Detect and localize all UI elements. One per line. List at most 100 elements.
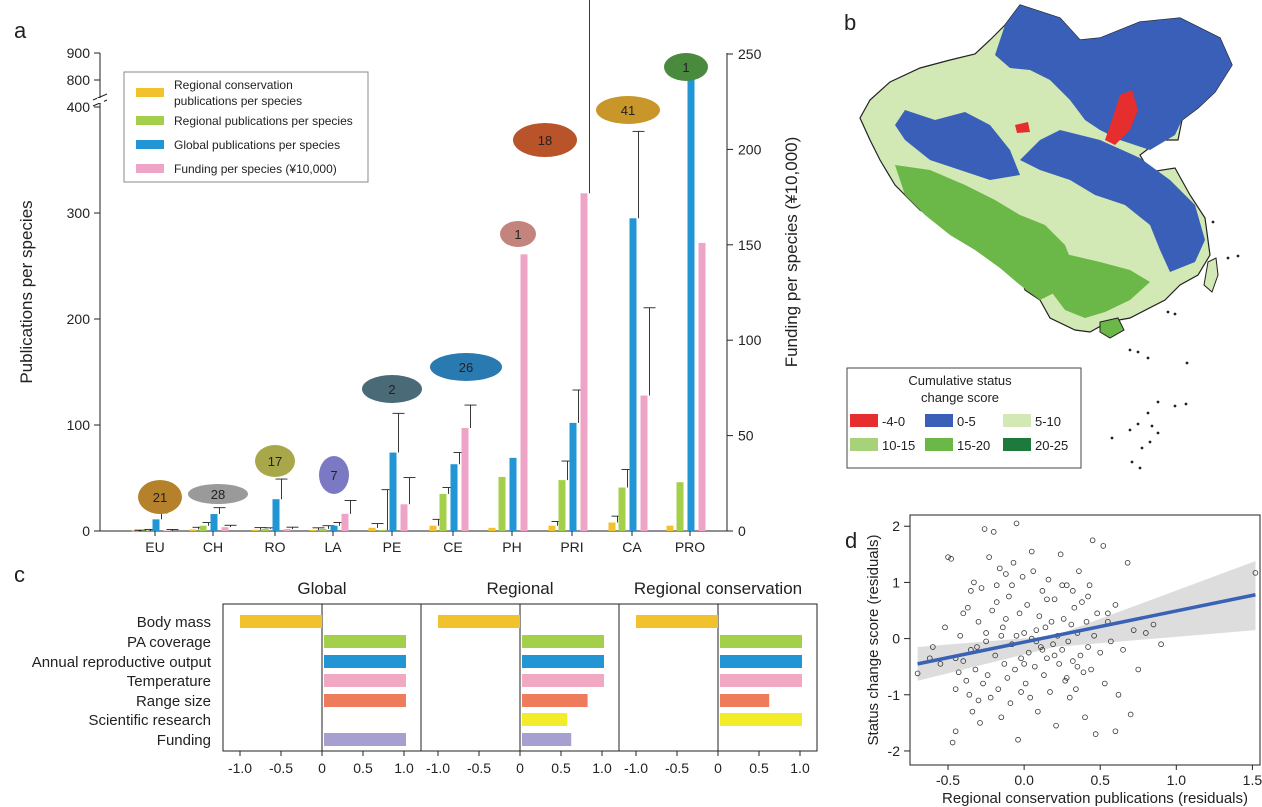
scatter-point	[983, 638, 989, 645]
map-legend-swatch-2	[1003, 414, 1031, 427]
scatter-point	[1127, 711, 1134, 718]
map-islet	[1146, 356, 1150, 360]
scatter-point	[1077, 652, 1084, 659]
bar-ro-s3	[283, 529, 291, 531]
panel-label-c: c	[14, 562, 25, 587]
bar-pri-s1	[558, 480, 566, 531]
map-islet	[1128, 348, 1132, 352]
legend-label-funding: Funding per species (¥10,000)	[174, 162, 337, 176]
animal-silhouette-ce	[430, 353, 502, 381]
scatter-point	[952, 728, 959, 735]
scatter-point	[1079, 599, 1085, 605]
right-tick-label: 0	[738, 523, 746, 539]
map-islet	[1136, 422, 1140, 426]
panel-c-x-tick-label: 0	[714, 760, 722, 776]
scatter-point	[1056, 661, 1062, 667]
scatter-point	[1130, 627, 1137, 633]
scatter-point	[1042, 624, 1049, 631]
scatter-point	[1018, 689, 1024, 695]
scatter-point	[998, 714, 1005, 721]
scatter-point	[971, 579, 977, 586]
axis-break-mark	[92, 93, 108, 101]
scatter-point	[1105, 610, 1111, 617]
scatter-point	[968, 588, 974, 594]
bar-ce-s1	[439, 493, 447, 531]
animal-silhouette-pro	[664, 53, 708, 81]
scatter-point	[1041, 672, 1047, 678]
scatter-point	[974, 644, 980, 650]
scatter-point	[995, 686, 1002, 692]
map-island-taiwan	[1203, 257, 1219, 293]
scatter-point	[945, 554, 951, 560]
scatter-point	[1080, 669, 1087, 676]
map-legend-label-5: 20-25	[1035, 438, 1068, 453]
right-tick-label: 200	[738, 141, 762, 157]
scatter-point	[1059, 582, 1065, 589]
bar-ro-s1	[261, 528, 269, 531]
scatter-point	[949, 739, 956, 746]
scatter-point	[1027, 694, 1034, 701]
right-tick-label: 150	[738, 237, 762, 253]
panel-c-row-label: Funding	[157, 732, 211, 749]
panel-a-y-label: Publications per species	[17, 200, 36, 383]
scatter-point	[1038, 644, 1044, 650]
scatter-point	[1094, 610, 1100, 617]
scatter-point	[1053, 722, 1059, 729]
scatter-point	[983, 630, 989, 636]
panel-d-x-label: Regional conservation publications (resi…	[942, 790, 1248, 807]
scatter-point	[1066, 694, 1073, 701]
map-islet	[1226, 256, 1230, 260]
scatter-point	[1124, 559, 1131, 566]
bar-ph-s2	[509, 457, 517, 531]
scatter-point	[1031, 663, 1038, 670]
panel-d-x-tick-label: 0.5	[1090, 772, 1110, 788]
panel-d-y-label: Status change score (residuals)	[865, 535, 882, 746]
panel-c-row-label: Range size	[136, 693, 211, 710]
panel-c-bar	[522, 733, 572, 746]
scatter-point	[1150, 621, 1157, 628]
panel-c-subtitle-0: Global	[297, 579, 346, 598]
bar-pri-s0	[548, 525, 556, 531]
bar-pro-s2	[687, 69, 695, 531]
map-legend-label-1: 0-5	[957, 414, 976, 429]
panel-c-chart: Body mass PA coverage Annual reproductive …	[32, 579, 818, 776]
scatter-point	[1048, 618, 1055, 625]
panel-label-a: a	[14, 18, 27, 43]
map-islet	[1211, 220, 1215, 224]
scatter-point	[1062, 677, 1069, 684]
scatter-point	[975, 697, 982, 704]
panel-c-row-label: Scientific research	[88, 712, 211, 729]
map-region-red-spot	[1015, 122, 1030, 133]
scatter-point	[1025, 649, 1032, 656]
scatter-point	[972, 666, 979, 673]
species-count-ch: 28	[211, 487, 225, 502]
scatter-point	[1158, 641, 1164, 648]
legend-swatch-regional-conservation	[136, 88, 164, 97]
x-tick-label-eu: EU	[145, 539, 164, 555]
panel-c-row-label: Annual reproductive output	[32, 654, 212, 671]
scatter-point	[1016, 610, 1023, 617]
map-region-green-south	[1040, 250, 1150, 318]
panel-c-x-tick-label: 0	[516, 760, 524, 776]
scatter-point	[1063, 582, 1070, 589]
scatter-point	[960, 610, 967, 617]
bar-eu-s0	[131, 530, 139, 532]
species-count-ca: 41	[621, 103, 635, 118]
left-tick-label: 400	[67, 99, 91, 115]
map-legend-swatch-3	[850, 438, 878, 451]
panel-c-bar	[720, 635, 802, 648]
map-islet	[1138, 466, 1142, 470]
scatter-point	[1035, 708, 1041, 715]
map-legend-title-line1: Cumulative status	[908, 373, 1012, 388]
scatter-point	[1000, 624, 1006, 631]
scatter-point	[1070, 658, 1076, 664]
scatter-point	[1044, 596, 1050, 603]
scatter-point	[1045, 576, 1052, 583]
species-count-ce: 26	[459, 360, 473, 375]
legend-label-regional-conservation: Regional conservation	[174, 78, 293, 92]
scatter-point	[965, 604, 971, 611]
panel-d-y-tick-label: 1	[892, 574, 900, 590]
panel-c-row-label: Temperature	[127, 673, 211, 690]
scatter-point	[1085, 593, 1091, 600]
scatter-point	[1112, 728, 1119, 735]
